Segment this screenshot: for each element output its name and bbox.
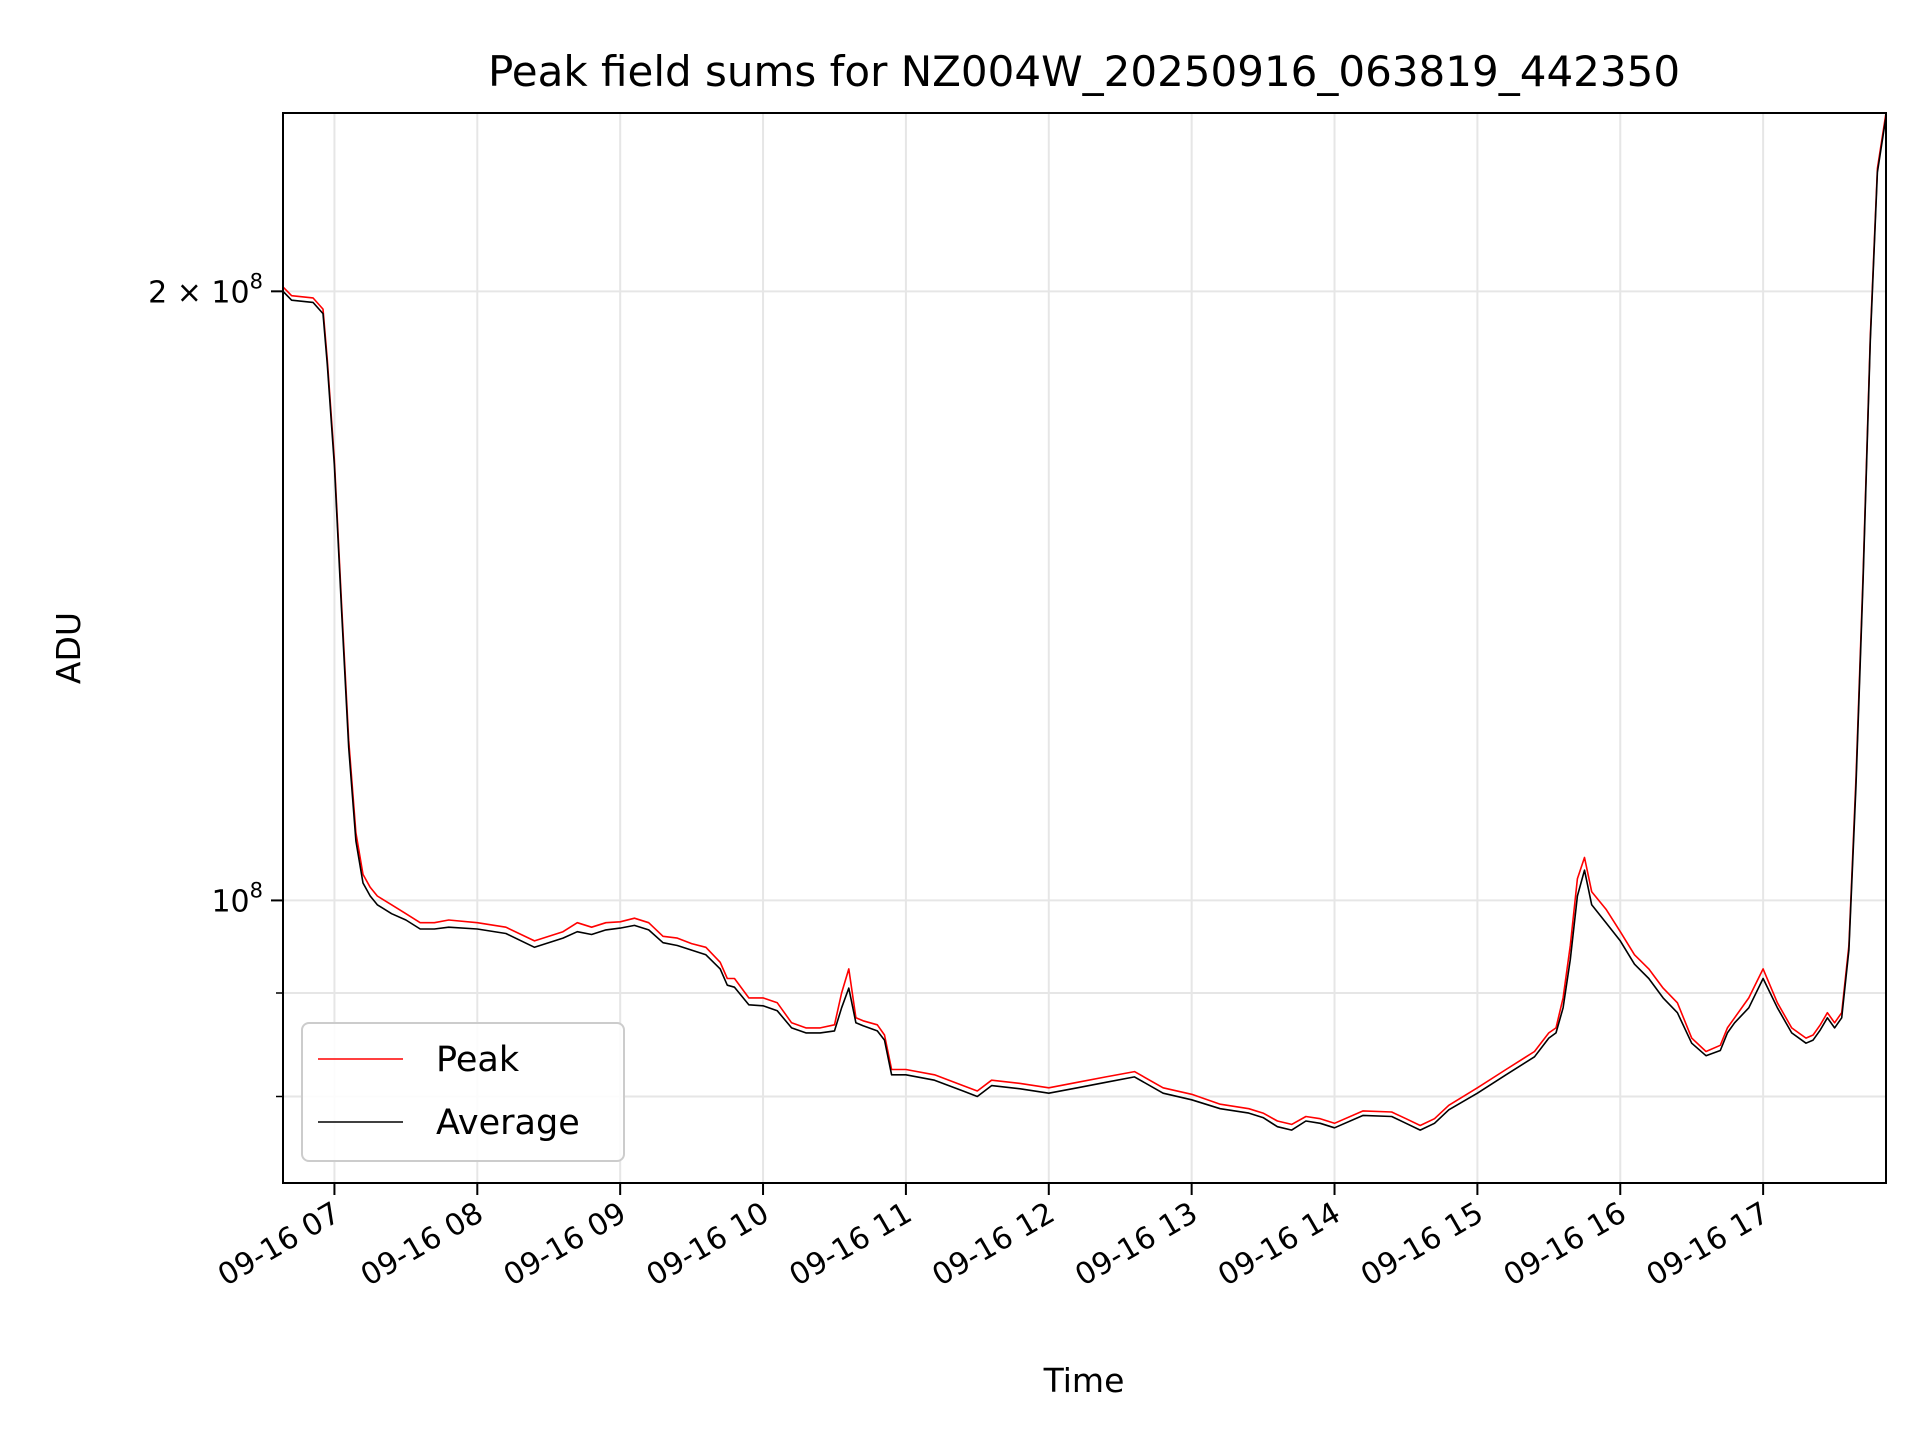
y-axis-label: ADU <box>49 612 88 684</box>
y-axis: 2 × 108 108 <box>148 269 283 1098</box>
legend-label-average: Average <box>436 1103 580 1143</box>
chart-title: Peak field sums for NZ004W_20250916_0638… <box>488 47 1680 96</box>
series-layer <box>283 113 1886 1131</box>
series-line-peak <box>283 113 1886 1127</box>
plot-frame <box>282 112 1887 1184</box>
legend-box <box>301 1022 625 1162</box>
legend: Peak Average <box>301 1022 625 1162</box>
y-tick-label-1: 108 <box>211 878 263 919</box>
grid <box>283 113 1886 1183</box>
series-line-average <box>283 116 1886 1131</box>
legend-label-peak: Peak <box>436 1040 520 1080</box>
y-tick-label-0: 2 × 108 <box>148 269 263 310</box>
x-axis-label: Time <box>1043 1361 1125 1400</box>
